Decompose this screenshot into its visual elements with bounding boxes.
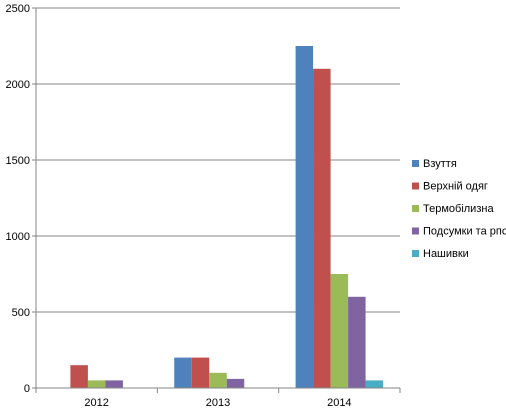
bar-Верхній одяг-2013 xyxy=(191,357,210,388)
y-tick-label: 0 xyxy=(24,383,30,395)
bar-Подсумки та рпс-2013 xyxy=(226,378,245,388)
bar-Термобілизна-2014 xyxy=(330,274,349,388)
legend-swatch xyxy=(412,182,419,190)
bar-Верхній одяг-2012 xyxy=(70,365,88,388)
legend-swatch xyxy=(412,227,419,235)
x-tick-label: 2013 xyxy=(206,397,230,409)
legend-label: Подсумки та рпс xyxy=(423,226,506,238)
y-tick-label: 1000 xyxy=(6,231,30,243)
axes xyxy=(35,8,400,389)
legend-label: Верхній одяг xyxy=(423,181,488,193)
bar-Подсумки та рпс-2012 xyxy=(105,380,123,388)
y-axis-ticks: 0 500 1000 1500 2000 2500 xyxy=(6,3,36,395)
bar-Взуття-2013 xyxy=(174,357,192,388)
bar-Взуття-2014 xyxy=(295,46,314,388)
bar-Верхній одяг-2014 xyxy=(313,68,331,389)
legend-label: Взуття xyxy=(423,158,457,170)
y-tick-label: 2500 xyxy=(6,3,30,15)
bar-Термобілизна-2013 xyxy=(209,372,227,388)
bar-series xyxy=(70,46,384,389)
y-tick-label: 1500 xyxy=(6,155,30,167)
bar-Термобілизна-2012 xyxy=(87,380,106,388)
legend-swatch xyxy=(412,160,419,167)
legend-label: Нашивки xyxy=(423,248,469,260)
legend: Взуття Верхній одяг Термобілизна Подсумки т… xyxy=(412,158,506,260)
bar-Нашивки-2014 xyxy=(365,380,384,388)
legend-swatch xyxy=(412,205,419,212)
x-tick-label: 2012 xyxy=(84,397,108,409)
bar-Подсумки та рпс-2014 xyxy=(348,296,366,388)
x-tick-label: 2014 xyxy=(327,397,351,409)
y-tick-label: 500 xyxy=(12,307,30,319)
legend-swatch xyxy=(412,250,419,257)
legend-label: Термобілизна xyxy=(423,203,494,215)
x-axis-ticks: 2012 2013 2014 xyxy=(35,388,401,409)
y-tick-label: 2000 xyxy=(6,79,30,91)
gridlines xyxy=(36,7,400,313)
